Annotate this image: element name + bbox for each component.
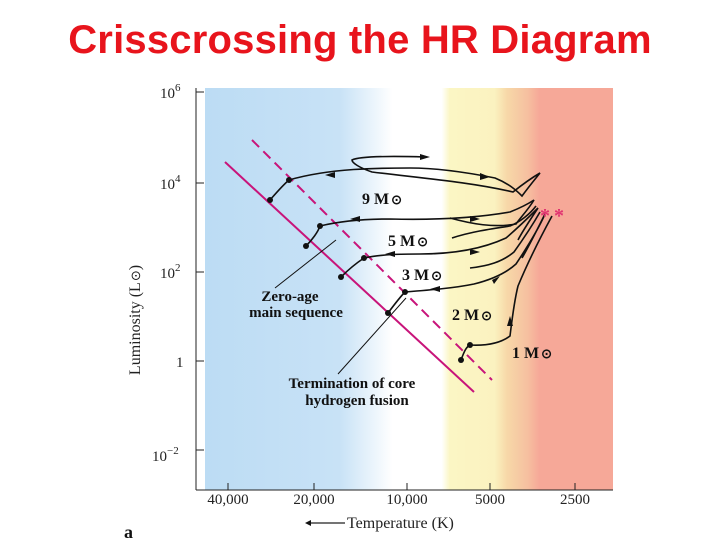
svg-text:hydrogen fusion: hydrogen fusion [305, 393, 409, 409]
svg-text:Luminosity (L⊙): Luminosity (L⊙) [127, 265, 144, 375]
y-tick-marks [196, 91, 204, 451]
y-tick-label-1: 1 [176, 355, 184, 371]
y-tick-label-1e-2: 10−2 [152, 445, 179, 465]
zams-dots [267, 177, 473, 363]
svg-text:Zero-age: Zero-age [261, 289, 319, 305]
svg-text:main sequence: main sequence [249, 305, 343, 321]
termination-annotation: Termination of core hydrogen fusion [289, 297, 416, 409]
zams-annotation: Zero-age main sequence [249, 239, 343, 321]
x-axis-label: Temperature (K) [305, 515, 454, 532]
track-9msun [269, 155, 541, 201]
zams-line [224, 161, 475, 393]
track-1msun [460, 215, 553, 361]
mass-label-2: 2 M ⊙ [452, 307, 492, 324]
star-markers: ** [540, 205, 568, 227]
slide-title: Crisscrossing the HR Diagram [68, 18, 652, 62]
mass-label-1: 1 M ⊙ [512, 345, 552, 362]
mass-label-3: 3 M ⊙ [402, 267, 442, 284]
x-tick-marks [227, 483, 576, 490]
panel-label: a [124, 522, 133, 540]
mass-label-5: 5 M ⊙ [388, 233, 428, 250]
mass-label-9: 9 M ⊙ [362, 191, 402, 208]
track-arrows [325, 154, 513, 326]
x-tick-label-10000: 10,000 [386, 492, 427, 508]
track-giant-wiggles [451, 205, 541, 269]
x-tick-label-5000: 5000 [475, 492, 505, 508]
x-tick-label-40000: 40,000 [207, 492, 248, 508]
y-tick-label-1e6: 106 [160, 82, 181, 102]
y-tick-label-1e4: 104 [160, 173, 181, 193]
plot-background [205, 88, 613, 490]
svg-text:Temperature (K): Temperature (K) [347, 515, 454, 532]
x-tick-label-2500: 2500 [560, 492, 590, 508]
y-axis-label: Luminosity (L⊙) [127, 265, 144, 375]
y-tick-label-1e2: 102 [160, 262, 181, 282]
x-tick-label-20000: 20,000 [293, 492, 334, 508]
svg-text:Termination of core: Termination of core [289, 376, 416, 392]
